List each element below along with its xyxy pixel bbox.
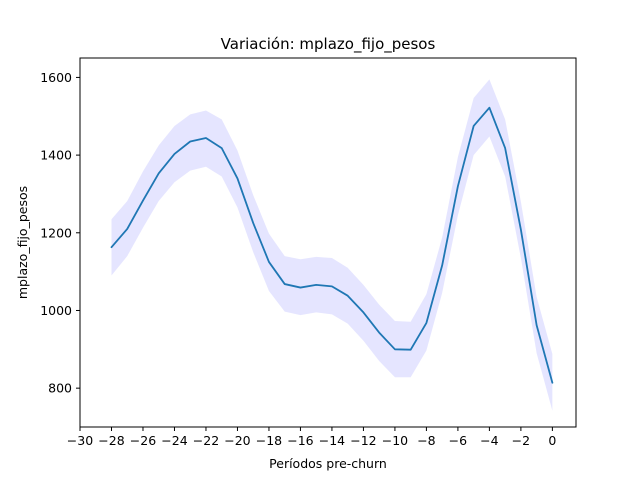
y-tick-label: 1200 [40, 225, 72, 240]
x-tick-label: −16 [287, 433, 313, 448]
data-point [284, 283, 286, 285]
data-point [410, 349, 412, 351]
x-tick-label: −4 [480, 433, 498, 448]
x-axis-label: Períodos pre-churn [269, 456, 387, 471]
confidence-band [111, 79, 553, 411]
data-point [441, 264, 443, 266]
x-tick-label: −14 [319, 433, 345, 448]
plot-frame [79, 57, 577, 428]
x-tick-label: −10 [382, 433, 408, 448]
data-point [331, 285, 333, 287]
x-tick-label: −12 [350, 433, 376, 448]
data-point [520, 229, 522, 231]
data-point [504, 147, 506, 149]
data-point [221, 147, 223, 149]
x-tick-label: −28 [98, 433, 124, 448]
data-point [173, 153, 175, 155]
data-point [347, 295, 349, 297]
x-tick-label: −22 [193, 433, 219, 448]
data-point [110, 246, 112, 248]
x-tick-label: −30 [67, 433, 93, 448]
data-point [268, 261, 270, 263]
x-tick-label: 0 [548, 433, 556, 448]
y-axis: 800 1000 1200 1400 1600 [40, 70, 80, 396]
data-point [362, 311, 364, 313]
x-tick-label: −6 [449, 433, 467, 448]
data-point [189, 141, 191, 143]
x-tick-label: −20 [224, 433, 250, 448]
data-point [142, 200, 144, 202]
chart-title: Variación: mplazo_fijo_pesos [221, 35, 436, 54]
y-tick-label: 800 [48, 381, 72, 396]
x-axis: −30 −28 −26 −24 −22 −20 −18 −16 −14 −12 −10 −8 −6 −4−… [67, 427, 556, 448]
x-tick-label: −2 [512, 433, 530, 448]
data-point [378, 332, 380, 334]
x-tick-label: −24 [161, 433, 187, 448]
data-point [473, 125, 475, 127]
x-tick-label: −18 [256, 433, 282, 448]
data-point [425, 322, 427, 324]
data-point [252, 222, 254, 224]
y-tick-label: 1400 [40, 148, 72, 163]
x-tick-label: −26 [130, 433, 156, 448]
y-tick-label: 1000 [40, 303, 72, 318]
data-point [315, 284, 317, 286]
data-point [205, 137, 207, 139]
data-point [394, 348, 396, 350]
data-point [299, 287, 301, 289]
data-point [158, 172, 160, 174]
y-tick-label: 1600 [40, 70, 72, 85]
series-line [110, 106, 554, 384]
data-point [126, 228, 128, 230]
data-point [457, 185, 459, 187]
x-tick-label: −8 [417, 433, 435, 448]
plot-area [110, 79, 554, 411]
data-point [536, 324, 538, 326]
data-point [488, 107, 490, 109]
y-axis-label: mplazo_fijo_pesos [15, 186, 30, 299]
data-point [236, 177, 238, 179]
data-point [551, 382, 553, 384]
